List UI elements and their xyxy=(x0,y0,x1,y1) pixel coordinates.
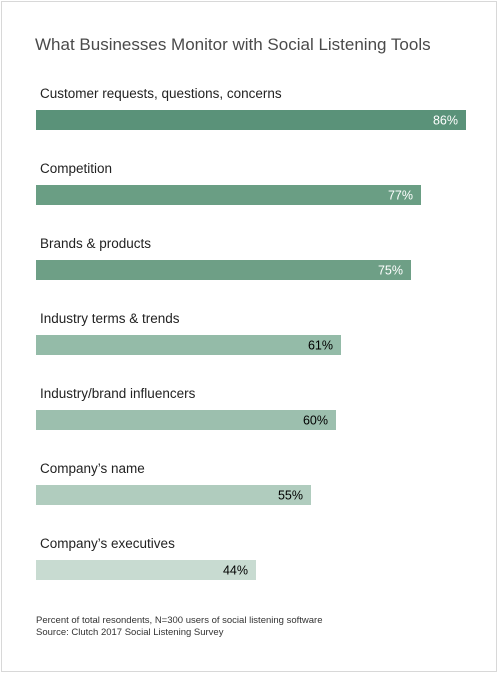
category-label: Industry terms & trends xyxy=(40,311,180,326)
category-label: Competition xyxy=(40,161,112,176)
value-label: 86% xyxy=(433,114,458,128)
value-label: 75% xyxy=(378,264,403,278)
category-label: Company’s executives xyxy=(40,536,175,551)
category-label: Industry/brand influencers xyxy=(40,386,196,401)
category-label: Company’s name xyxy=(40,461,145,476)
bar xyxy=(36,485,311,505)
bar xyxy=(36,260,411,280)
value-label: 44% xyxy=(223,564,248,578)
category-label: Customer requests, questions, concerns xyxy=(40,86,282,101)
footnote-source: Source: Clutch 2017 Social Listening Sur… xyxy=(36,627,224,638)
value-label: 55% xyxy=(278,489,303,503)
bar xyxy=(36,185,421,205)
footnote-sample: Percent of total resondents, N=300 users… xyxy=(36,615,323,626)
bar xyxy=(36,335,341,355)
bar xyxy=(36,110,466,130)
value-label: 77% xyxy=(388,189,413,203)
value-label: 61% xyxy=(308,339,333,353)
bar xyxy=(36,560,256,580)
chart-title: What Businesses Monitor with Social List… xyxy=(35,35,431,54)
value-label: 60% xyxy=(303,414,328,428)
category-label: Brands & products xyxy=(40,236,151,251)
bar xyxy=(36,410,336,430)
